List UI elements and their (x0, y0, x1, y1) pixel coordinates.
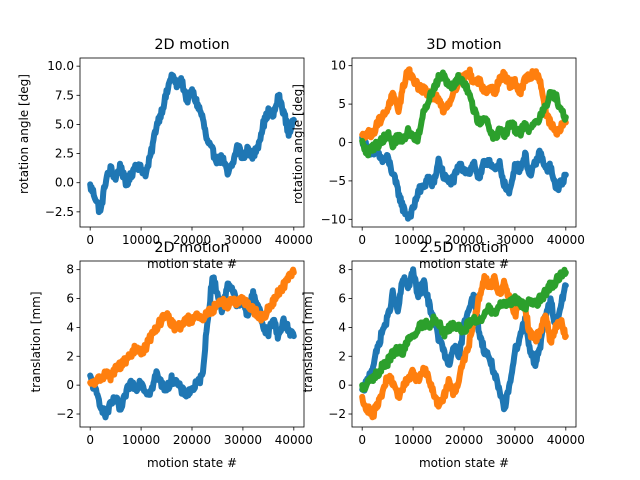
y-tick-label: 8 (66, 263, 74, 277)
series-0-trace (87, 274, 297, 421)
y-tick-label: 4 (66, 320, 74, 334)
x-tick-label: 30000 (496, 233, 534, 247)
x-tick-label: 0 (358, 433, 366, 447)
x-axis-label: motion state # (419, 456, 509, 470)
x-tick-label: 20000 (445, 233, 483, 247)
y-tick-label: −2.5 (45, 205, 74, 219)
y-axis-label: translation [mm] (301, 291, 315, 392)
panel-2d-translation: 2D motion motion state # translation [mm… (29, 240, 313, 470)
series-2-trace (359, 266, 569, 393)
x-tick-label: 10000 (394, 233, 432, 247)
y-tick-label: 0.0 (55, 176, 74, 190)
series-1-trace (359, 273, 569, 421)
y-tick-label: 2 (338, 349, 346, 363)
y-tick-label: −2 (328, 407, 346, 421)
y-tick-label: −2 (56, 407, 74, 421)
y-tick-label: 6 (66, 292, 74, 306)
y-axis-label: rotation angle [deg] (291, 84, 305, 204)
y-tick-label: 2.5 (55, 147, 74, 161)
x-tick-label: 40000 (275, 233, 313, 247)
x-tick-label: 20000 (173, 233, 211, 247)
x-tick-label: 40000 (547, 433, 585, 447)
x-tick-label: 30000 (224, 233, 262, 247)
x-tick-label: 30000 (224, 433, 262, 447)
x-axis-label: motion state # (419, 257, 509, 271)
panel-title: 3D motion (426, 37, 501, 53)
series-0-trace (359, 134, 569, 222)
x-tick-label: 0 (86, 233, 94, 247)
panel-25d-translation: 2.5D motion motion state # translation [… (301, 240, 585, 470)
y-tick-label: 7.5 (55, 88, 74, 102)
y-tick-label: 10 (331, 59, 346, 73)
y-axis-label: rotation angle [deg] (17, 74, 31, 194)
y-tick-label: 5.0 (55, 117, 74, 131)
y-tick-label: 0 (66, 378, 74, 392)
x-tick-label: 10000 (122, 433, 160, 447)
y-tick-label: 2 (66, 349, 74, 363)
series-0-trace (87, 71, 297, 216)
x-tick-label: 40000 (547, 233, 585, 247)
x-tick-label: 10000 (394, 433, 432, 447)
x-tick-label: 10000 (122, 233, 160, 247)
x-tick-label: 40000 (275, 433, 313, 447)
x-tick-label: 20000 (173, 433, 211, 447)
y-tick-label: 0 (338, 136, 346, 150)
y-axis-label: translation [mm] (29, 291, 43, 392)
y-tick-label: −5 (328, 174, 346, 188)
panel-title: 2D motion (154, 37, 229, 53)
x-tick-label: 0 (86, 433, 94, 447)
x-tick-label: 0 (358, 233, 366, 247)
x-axis-label: motion state # (147, 257, 237, 271)
y-tick-label: −10 (321, 212, 346, 226)
panel-3d-rotation: 3D motion motion state # rotation angle … (291, 37, 585, 271)
y-tick-label: 10.0 (47, 59, 74, 73)
panel-title: 2.5D motion (420, 240, 509, 256)
panel-title: 2D motion (154, 240, 229, 256)
y-tick-label: 8 (338, 263, 346, 277)
y-tick-label: 0 (338, 378, 346, 392)
series-1-trace (87, 266, 297, 388)
y-tick-label: 5 (338, 97, 346, 111)
y-tick-label: 4 (338, 320, 346, 334)
panel-2d-rotation: 2D motion motion state # rotation angle … (17, 37, 313, 271)
y-tick-label: 6 (338, 292, 346, 306)
x-axis-label: motion state # (147, 456, 237, 470)
x-tick-label: 30000 (496, 433, 534, 447)
x-tick-label: 20000 (445, 433, 483, 447)
series-2-trace (359, 69, 569, 159)
